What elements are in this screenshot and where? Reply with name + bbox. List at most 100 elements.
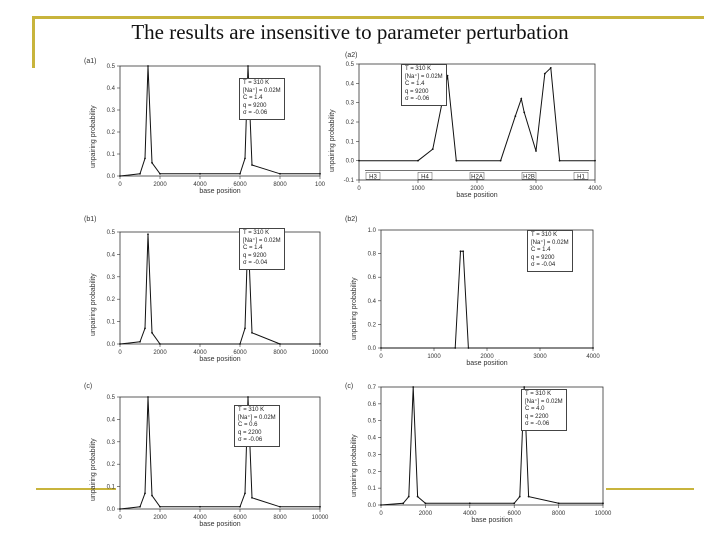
- data-point: [159, 172, 161, 175]
- y-tick-label: 0.2: [368, 322, 377, 328]
- parameter-legend: T = 310 K [Na⁺] = 0.02M C = 1.4 q = 9200 σ =…: [527, 230, 573, 272]
- data-point: [462, 250, 465, 253]
- y-tick-label: 0.8: [368, 252, 377, 258]
- legend-entry: [Na⁺] = 0.02M: [405, 73, 443, 80]
- data-point: [535, 150, 537, 152]
- legend-entry: C = 4.0: [525, 406, 545, 412]
- y-tick-label: 0.2: [368, 469, 377, 475]
- left-gold-rule: [32, 16, 35, 68]
- x-tick-label: 2000: [480, 354, 494, 360]
- y-tick-label: 0.0: [368, 346, 377, 352]
- legend-entry: C = 1.4: [531, 247, 551, 253]
- x-axis-label: base position: [471, 517, 513, 524]
- x-tick-label: 6000: [233, 350, 247, 356]
- y-tick-label: 0.6: [368, 402, 377, 408]
- panel-label: (b1): [84, 216, 97, 223]
- chart-panel-a1: (a1) 0.0 0.1 0.2 0.3 0.4 0.5 0 2000 4000 6000 8000 1…: [84, 58, 326, 198]
- data-point: [558, 159, 561, 162]
- legend-entry: q = 9200: [243, 252, 267, 259]
- data-point: [514, 115, 517, 118]
- legend-entry: T = 310 K: [405, 66, 432, 72]
- x-tick-label: 2000: [153, 350, 167, 356]
- y-tick-label: 0.1: [107, 485, 116, 491]
- plot-frame: [119, 396, 321, 510]
- data-point: [247, 396, 249, 398]
- data-point: [151, 331, 153, 334]
- data-point: [144, 492, 146, 495]
- chart-svg: 0.0 0.1 0.2 0.3 0.4 0.5 0 2000 4000 6000 8000 10000: [107, 230, 329, 356]
- x-tick-label: 10000: [312, 350, 329, 356]
- x-tick-label: 8000: [273, 182, 287, 188]
- y-tick-label: -0.1: [344, 178, 355, 184]
- x-tick-label: 2000: [153, 515, 167, 521]
- y-tick-label: 0.2: [107, 130, 116, 136]
- chart-panel-b1: (b1) 0.0 0.1 0.2 0.3 0.4 0.5 0 2000 4000 6000 8000 1…: [84, 216, 329, 366]
- data-point: [523, 111, 526, 114]
- y-tick-label: 0.5: [107, 230, 116, 236]
- y-tick-label: 0.0: [107, 342, 116, 348]
- legend-entry: σ = -0.06: [525, 421, 550, 427]
- data-point: [279, 505, 281, 508]
- series-line: [381, 250, 593, 349]
- y-tick-label: 0.2: [346, 120, 355, 126]
- top-gold-rule: [32, 16, 704, 19]
- y-axis-label: unpairing probability: [90, 105, 97, 168]
- slide-title: The results are insensitive to parameter…: [131, 20, 569, 44]
- y-axis-label: unpairing probability: [351, 434, 358, 497]
- data-point: [319, 172, 321, 175]
- data-point: [247, 65, 249, 67]
- chart-svg: 0.0 0.2 0.4 0.6 0.8 1.0 0 1000 2000 3000 4000: [368, 228, 601, 360]
- data-point: [151, 494, 153, 497]
- x-tick-label: 6000: [233, 515, 247, 521]
- y-tick-label: 0.6: [368, 275, 377, 281]
- data-point: [520, 97, 523, 100]
- legend-entry: C = 1.4: [243, 245, 263, 251]
- chart-svg: 0.0 0.1 0.2 0.3 0.4 0.5 0 2000 4000 6000 8000 100: [107, 64, 326, 188]
- data-point: [251, 496, 253, 499]
- parameter-legend: T = 310 K [Na⁺] = 0.02M C = 1.4 q = 9200 σ =…: [239, 78, 285, 120]
- domain-box: [469, 172, 485, 180]
- parameter-legend: T = 310 K [Na⁺] = 0.02M C = 4.0 q = 2200 σ =…: [521, 389, 567, 431]
- data-point: [454, 347, 457, 349]
- panel-label: (a1): [84, 58, 97, 65]
- x-tick-label: 10000: [595, 511, 612, 517]
- y-tick-label: 0.4: [107, 86, 116, 92]
- legend-entry: σ = -0.04: [243, 260, 268, 266]
- x-tick-label: 0: [118, 182, 122, 188]
- x-tick-label: 4000: [463, 511, 477, 517]
- x-tick-label: 4000: [586, 354, 600, 360]
- legend-entry: C = 1.4: [243, 95, 263, 101]
- y-tick-label: 0.4: [107, 417, 116, 423]
- data-point: [417, 159, 419, 162]
- legend-entry: T = 310 K: [243, 230, 270, 236]
- data-point: [144, 327, 146, 330]
- x-tick-label: 0: [379, 354, 383, 360]
- parameter-legend: T = 310 K [Na⁺] = 0.02M C = 0.6 q = 2200 σ =…: [234, 405, 280, 447]
- y-tick-label: 0.3: [368, 452, 377, 458]
- data-point: [468, 502, 471, 505]
- plot-frame: [358, 63, 596, 181]
- data-point: [319, 343, 321, 345]
- data-point: [239, 343, 241, 345]
- data-point: [424, 502, 427, 505]
- data-point: [251, 164, 253, 166]
- y-tick-label: 0.4: [107, 252, 116, 258]
- y-axis-label: unpairing probability: [351, 277, 358, 340]
- x-tick-label: 6000: [233, 182, 247, 188]
- data-point: [244, 492, 246, 495]
- data-point: [543, 72, 546, 75]
- legend-entry: [Na⁺] = 0.02M: [525, 398, 563, 405]
- x-tick-label: 4000: [193, 350, 207, 356]
- chart-panel-b2: (b2) 0.0 0.2 0.4 0.6 0.8 1.0 0 1000 2000 3000 4000 b…: [345, 216, 601, 367]
- x-tick-label: 1000: [411, 186, 425, 192]
- legend-entry: σ = -0.04: [531, 262, 556, 268]
- legend-entry: [Na⁺] = 0.02M: [238, 414, 276, 421]
- data-point: [244, 327, 246, 330]
- legend-entry: [Na⁺] = 0.02M: [243, 237, 281, 244]
- data-point: [412, 386, 415, 388]
- legend-entry: σ = -0.06: [405, 96, 430, 102]
- x-tick-label: 4000: [193, 182, 207, 188]
- chart-svg: -0.10.00.10.20.30.40.50 1000 2000 3000 4000H…: [344, 62, 603, 192]
- x-tick-label: 10000: [312, 515, 329, 521]
- legend-entry: q = 2200: [238, 429, 262, 436]
